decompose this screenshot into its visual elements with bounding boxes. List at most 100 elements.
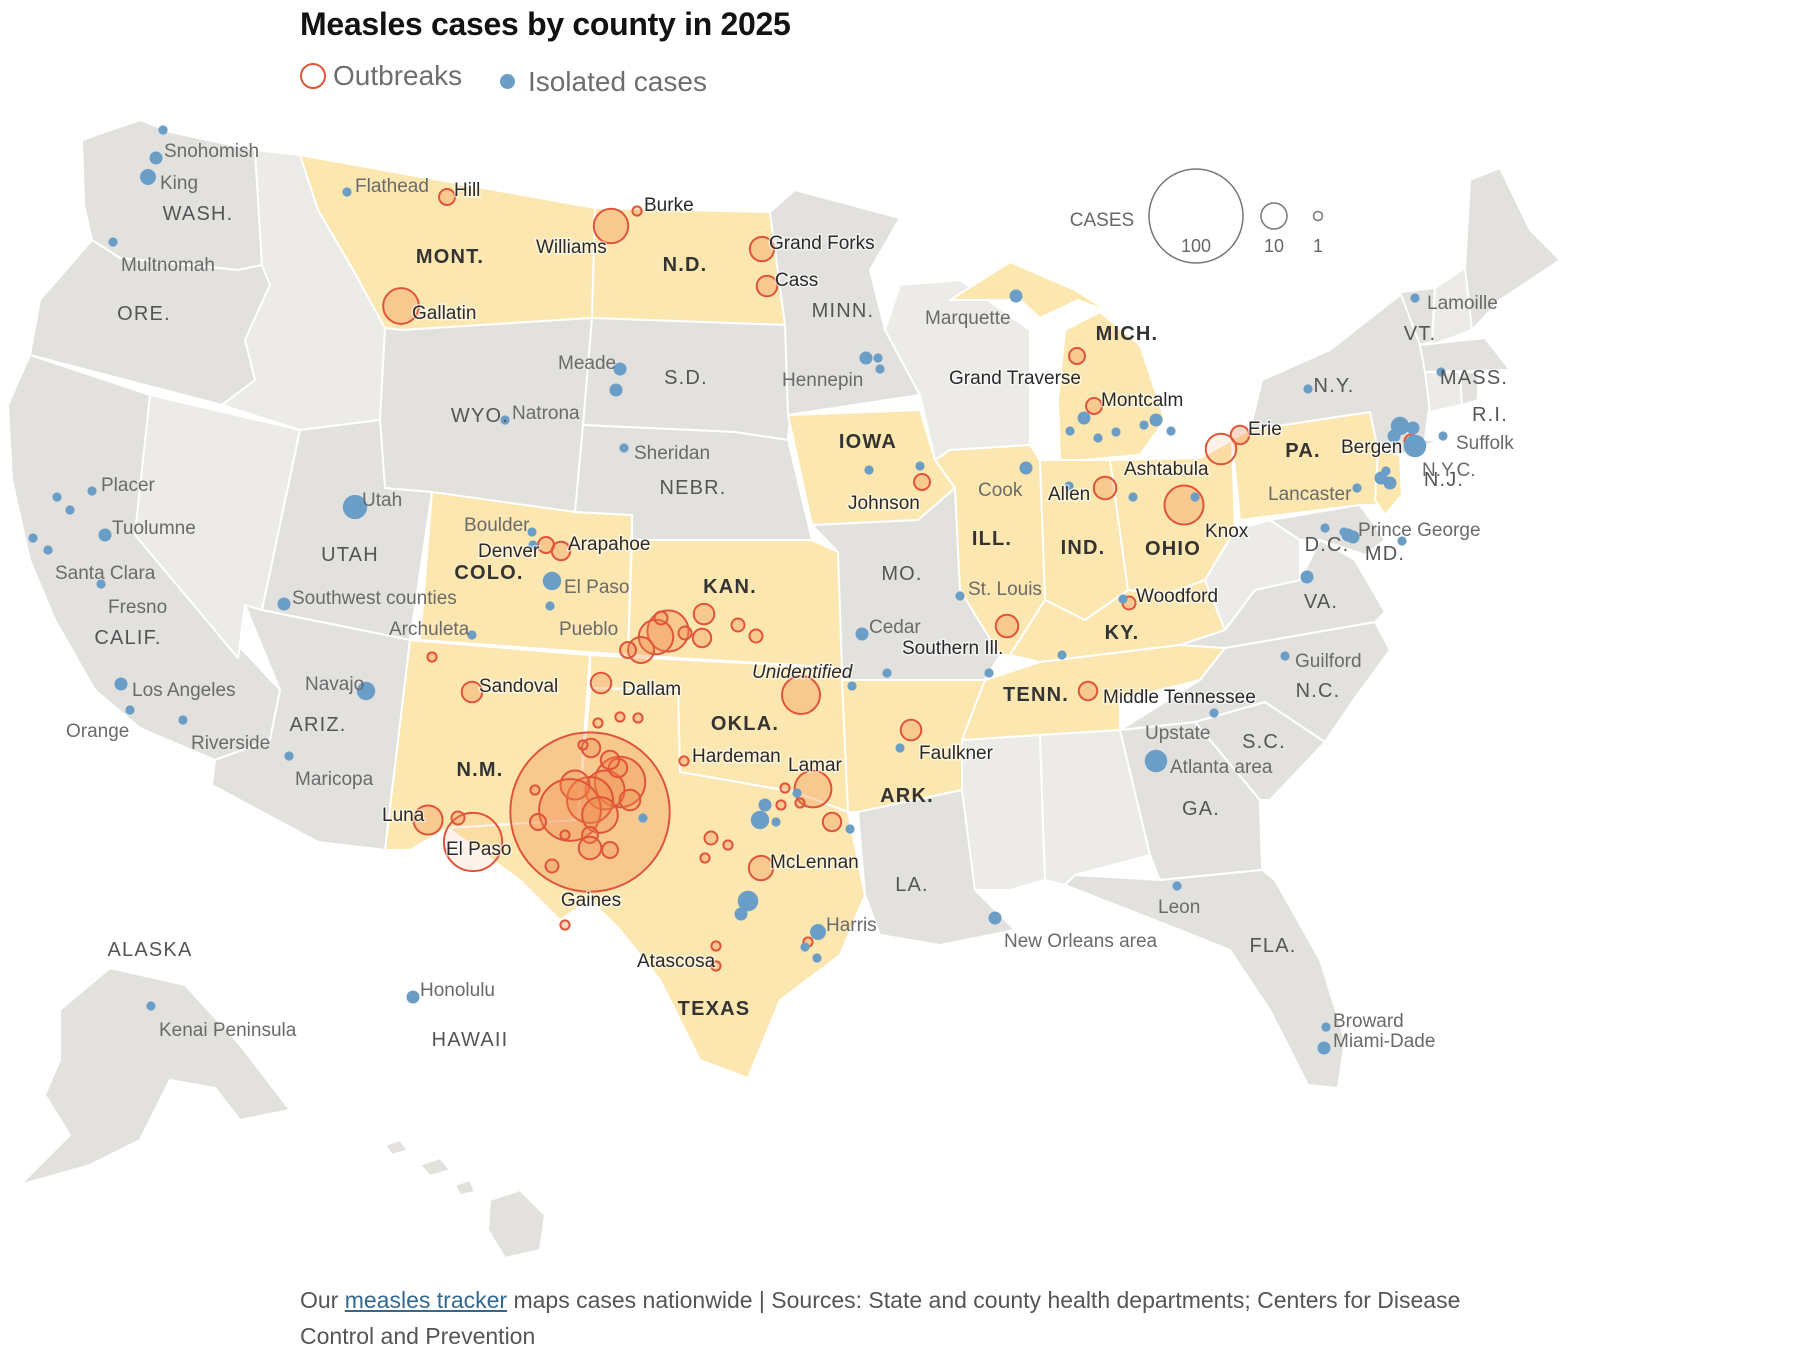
outbreak-bubble-cass: [755, 274, 779, 298]
isolated-dot: [609, 383, 623, 397]
outbreak-label-dallam: Dallam: [622, 679, 681, 700]
legend-isolated-label: Isolated cases: [527, 65, 707, 97]
state-label-mo: MO.: [881, 563, 922, 585]
isolated-label-prince-george: Prince George: [1358, 520, 1481, 541]
outbreak-bubble: [710, 960, 722, 972]
outbreak-bubble: [730, 617, 746, 633]
isolated-label-el-paso: El Paso: [564, 577, 629, 598]
isolated-dot-orange: [125, 705, 135, 715]
map-labels: WASH. ORE. CALIF. UTAH ARIZ. WYO. S.D. NEBR. MIN…: [55, 141, 1514, 1052]
outbreak-bubble-grand-traverse: [1068, 347, 1086, 365]
outbreak-label-southern-ill: Southern Ill.: [902, 638, 1003, 659]
isolated-dot-maricopa: [284, 751, 294, 761]
outbreak-label-gaines: Gaines: [561, 890, 621, 911]
state-n-y: [1249, 294, 1441, 456]
isolated-label-marquette: Marquette: [925, 308, 1011, 329]
size-legend-label: CASES: [1070, 210, 1134, 231]
state-label-alaska: ALASKA: [107, 939, 192, 961]
state-label-hawaii: HAWAII: [432, 1029, 509, 1051]
outbreak-bubble-allen: [1092, 475, 1118, 501]
chart-title: Measles cases by county in 2025: [300, 6, 791, 42]
outbreak-bubble-arapahoe: [550, 540, 572, 562]
outbreak-label-johnson: Johnson: [848, 493, 920, 514]
isolated-label-natrona: Natrona: [512, 403, 580, 424]
isolated-label-honolulu: Honolulu: [420, 980, 495, 1001]
outbreak-label-hill: Hill: [454, 180, 480, 201]
state-label-n-m: N.M.: [456, 759, 503, 781]
isolated-label-atlanta-area: Atlanta area: [1170, 757, 1273, 778]
size-legend-value: 100: [1181, 236, 1211, 256]
state-mass: [1419, 337, 1511, 373]
outbreak-bubble-sandoval: [460, 680, 484, 704]
outbreak-bubble: [703, 830, 719, 846]
outbreak-bubble-southern-ill: [994, 613, 1020, 639]
isolated-dot: [1406, 421, 1420, 435]
size-legend-circle-100: [1148, 168, 1244, 264]
isolated-dot: [1300, 570, 1314, 584]
isolated-label-guilford: Guilford: [1295, 651, 1362, 672]
outbreak-ring-icon: [300, 63, 326, 89]
state-label-wash: WASH.: [163, 203, 234, 225]
isolated-dot-icon: [499, 74, 515, 89]
isolated-dot-santa-clara: [43, 545, 53, 555]
isolated-dot: [847, 681, 857, 691]
state-label-vt: VT.: [1404, 323, 1437, 345]
footer-prefix: Our: [300, 1287, 345, 1313]
outbreak-label-bergen: Bergen: [1341, 437, 1402, 458]
state-label-ky: KY.: [1105, 622, 1140, 644]
outbreak-label-denver: Denver: [478, 541, 540, 562]
outbreak-bubble: [607, 757, 629, 779]
isolated-dot-natrona: [500, 415, 510, 425]
state-label-d-c: D.C.: [1305, 534, 1350, 556]
outbreak-bubble: [577, 739, 589, 751]
state-label-va: VA.: [1304, 591, 1338, 613]
isolated-dot-meade: [613, 362, 627, 376]
isolated-dot-tuolumne: [98, 528, 112, 542]
measles-tracker-link[interactable]: measles tracker: [344, 1287, 508, 1313]
state-label-minn: MINN.: [812, 300, 875, 322]
isolated-dot-multnomah: [108, 237, 118, 247]
outbreak-label-arapahoe: Arapahoe: [568, 534, 650, 555]
isolated-dot-archuleta: [467, 630, 477, 640]
isolated-dot-leon: [1172, 881, 1182, 891]
isolated-dot-guilford: [1280, 651, 1290, 661]
isolated-label-riverside: Riverside: [191, 733, 270, 754]
state-label-ariz: ARIZ.: [289, 714, 346, 736]
outbreak-bubble: [601, 841, 619, 859]
outbreak-bubble-erie: [1229, 424, 1251, 446]
outbreak-label-faulkner: Faulkner: [919, 743, 994, 764]
outbreak-bubble: [559, 919, 571, 931]
isolated-dot-kenai-peninsula: [146, 1001, 156, 1011]
outbreak-bubble-dallam: [589, 671, 613, 695]
isolated-dot: [65, 505, 75, 515]
outbreak-bubble-hardeman: [678, 755, 690, 767]
isolated-label-flathead: Flathead: [355, 176, 429, 197]
isolated-label-navajo: Navajo: [305, 674, 364, 695]
state-n-c: [1119, 621, 1391, 743]
isolated-dot-cook: [1019, 461, 1033, 475]
isolated-label-lamoille: Lamoille: [1427, 293, 1498, 314]
isolated-label-kenai-peninsula: Kenai Peninsula: [159, 1020, 297, 1041]
state-fla: [1064, 869, 1346, 1089]
outbreak-bubble: [618, 788, 642, 812]
outbreak-bubble: [592, 717, 604, 729]
state-r-i: [1459, 371, 1479, 406]
outbreak-label-williams: Williams: [536, 237, 607, 258]
isolated-dot-harris: [810, 924, 826, 940]
isolated-label-lancaster: Lancaster: [1268, 484, 1352, 505]
isolated-label-harris: Harris: [826, 915, 877, 936]
isolated-label-meade: Meade: [558, 353, 616, 374]
isolated-dot: [750, 810, 770, 830]
size-legend-value: 1: [1313, 236, 1323, 256]
size-legend-value: 10: [1264, 236, 1284, 256]
state-label-ill: ILL.: [972, 528, 1012, 550]
state-maine: [1464, 167, 1561, 331]
isolated-dot-marquette: [1009, 289, 1023, 303]
outbreak-bubble-luna: [412, 804, 444, 836]
isolated-label-hennepin: Hennepin: [782, 370, 863, 391]
outbreak-bubble-johnson: [913, 473, 931, 491]
isolated-label-southwest-counties: Southwest counties: [292, 588, 457, 609]
outbreak-bubble: [779, 782, 791, 794]
isolated-label-new-orleans-area: New Orleans area: [1004, 931, 1158, 952]
footer-suffix: maps cases nationwide | Sources: State a…: [300, 1287, 1461, 1349]
